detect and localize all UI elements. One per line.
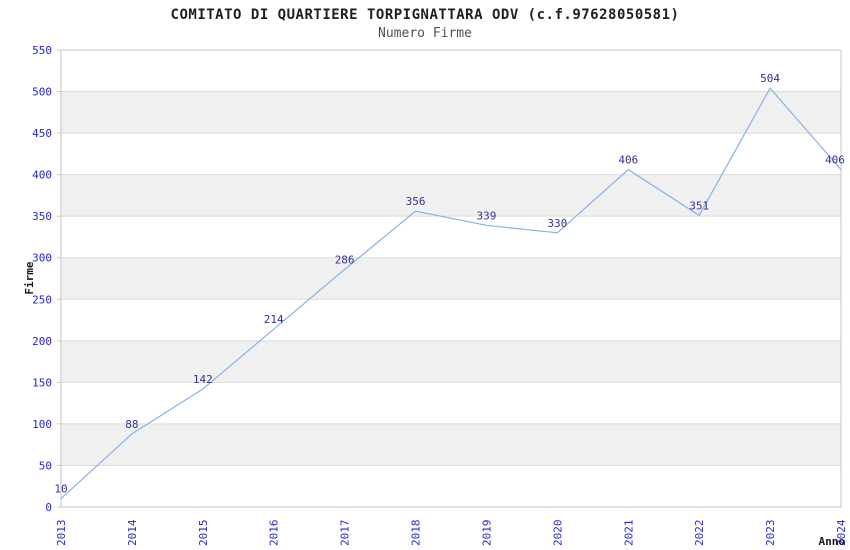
- plot-band: [61, 423, 841, 466]
- chart-subtitle: Numero Firme: [378, 26, 472, 41]
- point-label: 142: [193, 373, 213, 386]
- point-label: 406: [618, 154, 638, 167]
- x-axis-title: Anno: [819, 535, 846, 548]
- x-tick-label: 2018: [410, 520, 423, 547]
- plot-band: [61, 382, 841, 424]
- plot-band: [61, 50, 841, 92]
- y-tick-label: 100: [32, 418, 52, 431]
- point-label: 330: [547, 217, 567, 230]
- point-label: 10: [54, 483, 67, 496]
- plot-band: [61, 91, 841, 134]
- x-tick-label: 2015: [197, 520, 210, 547]
- y-tick-label: 550: [32, 44, 52, 57]
- chart-title: COMITATO DI QUARTIERE TORPIGNATTARA ODV …: [170, 7, 680, 23]
- y-tick-label: 0: [45, 501, 52, 514]
- y-axis-title: Firme: [23, 261, 36, 294]
- plot-band: [61, 257, 841, 300]
- y-tick-label: 450: [32, 127, 52, 140]
- x-tick-label: 2020: [551, 520, 564, 547]
- plot-band: [61, 133, 841, 175]
- plot-band: [61, 465, 841, 507]
- plot-band: [61, 340, 841, 383]
- point-label: 351: [689, 199, 709, 212]
- y-tick-label: 250: [32, 293, 52, 306]
- plot-band: [61, 299, 841, 341]
- x-tick-label: 2022: [693, 520, 706, 547]
- y-tick-label: 500: [32, 86, 52, 99]
- x-tick-label: 2021: [622, 520, 635, 547]
- x-tick-label: 2017: [339, 520, 352, 547]
- y-tick-label: 150: [32, 376, 52, 389]
- x-tick-label: 2016: [268, 520, 281, 547]
- plot-border: [60, 49, 842, 508]
- point-label: 356: [406, 195, 426, 208]
- x-tick-label: 2013: [55, 520, 68, 547]
- x-tick-label: 2019: [480, 520, 493, 547]
- point-label: 214: [264, 313, 284, 326]
- plot-band: [61, 174, 841, 217]
- plot-band: [61, 216, 841, 258]
- series-line: [60, 87, 842, 500]
- y-tick-label: 300: [32, 252, 52, 265]
- point-label: 339: [477, 209, 497, 222]
- y-tick-label: 350: [32, 210, 52, 223]
- x-tick-label: 2024: [835, 519, 848, 546]
- x-tick-label: 2023: [764, 520, 777, 547]
- x-tick-label: 2014: [126, 519, 139, 546]
- point-label: 286: [335, 253, 355, 266]
- point-label: 88: [125, 418, 138, 431]
- y-tick-label: 200: [32, 335, 52, 348]
- point-label: 504: [760, 72, 780, 85]
- y-tick-label: 400: [32, 169, 52, 182]
- y-tick-label: 50: [39, 459, 52, 472]
- point-label: 406: [825, 154, 845, 167]
